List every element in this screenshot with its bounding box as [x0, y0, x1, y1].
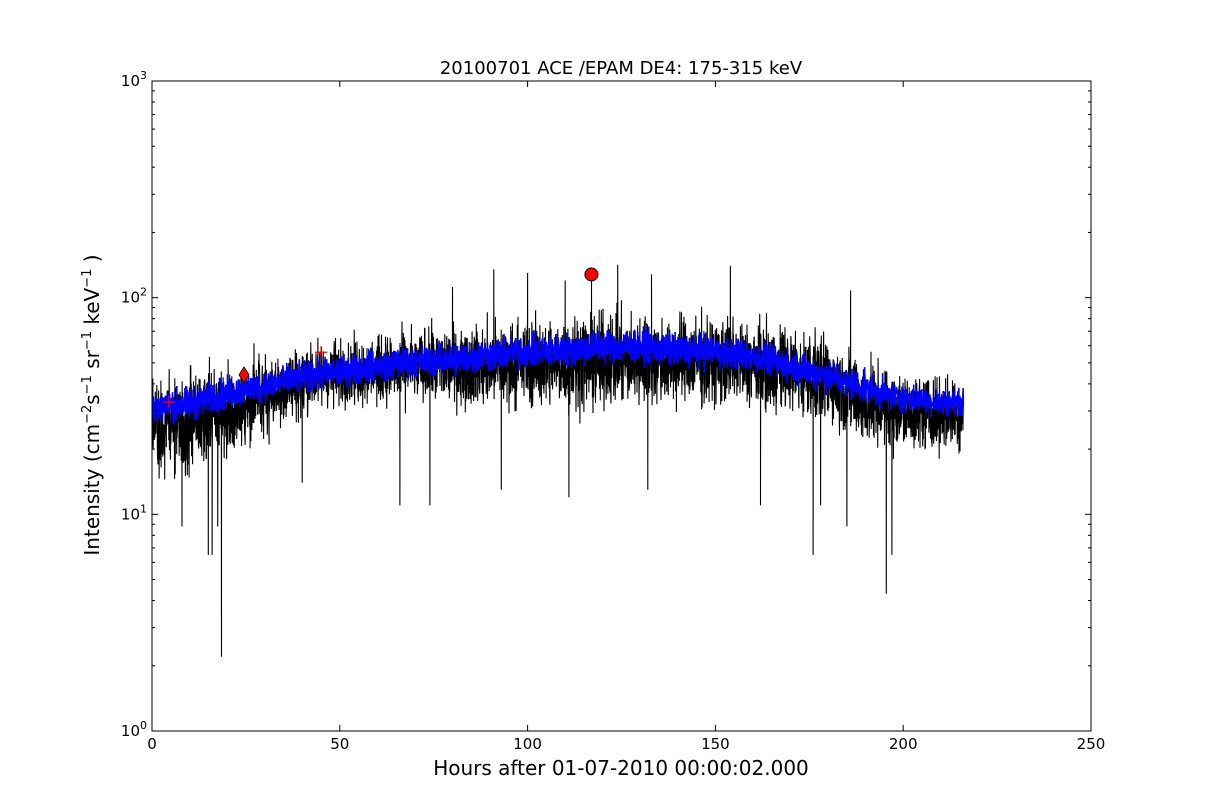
x-tick-label-100: 100 — [513, 735, 542, 753]
x-tick-label-250: 250 — [1077, 735, 1106, 753]
marker-layer — [162, 267, 599, 408]
marker-3-plus — [315, 346, 328, 359]
x-tick-label-50: 50 — [330, 735, 349, 753]
y-tick-label-10: 101 — [121, 502, 147, 523]
y-tick-label-1: 100 — [121, 719, 147, 740]
plot-frame — [151, 80, 1092, 732]
y-axis-label-kev: keV — [80, 287, 104, 331]
y-axis-label: Intensity (cm−2s−1 sr−1 keV−1 ) — [80, 254, 104, 555]
x-tick-label-200: 200 — [889, 735, 918, 753]
plot-content — [152, 264, 965, 657]
y-axis-label-sup3: −1 — [80, 331, 95, 350]
marker-1-plus — [162, 395, 175, 408]
y-axis-label-prefix: Intensity (cm — [80, 424, 104, 556]
y-tick-label-100: 102 — [121, 286, 147, 307]
y-axis-label-sr: sr — [80, 349, 104, 375]
chart-title: 20100701 ACE /EPAM DE4: 175-315 keV — [440, 58, 803, 79]
x-tick-label-150: 150 — [701, 735, 730, 753]
x-tick-label-0: 0 — [147, 735, 157, 753]
y-tick-label-1000: 103 — [121, 69, 147, 90]
y-axis-label-suffix: ) — [80, 254, 104, 268]
series-2-line — [152, 326, 965, 425]
tick-layer: 0 50 100 150 200 250 100 101 102 103 — [121, 69, 1105, 753]
y-axis-label-s: s — [80, 394, 104, 404]
series-1-line — [152, 264, 964, 657]
y-axis-label-sup2: −1 — [80, 375, 95, 394]
y-axis-label-sup1: −2 — [80, 405, 95, 424]
y-axis-label-sup4: −1 — [80, 269, 95, 288]
marker-4-circle — [584, 267, 599, 282]
marker-2-diamond — [238, 366, 250, 384]
x-axis-label: Hours after 01-07-2010 00:00:02.000 — [433, 756, 809, 780]
